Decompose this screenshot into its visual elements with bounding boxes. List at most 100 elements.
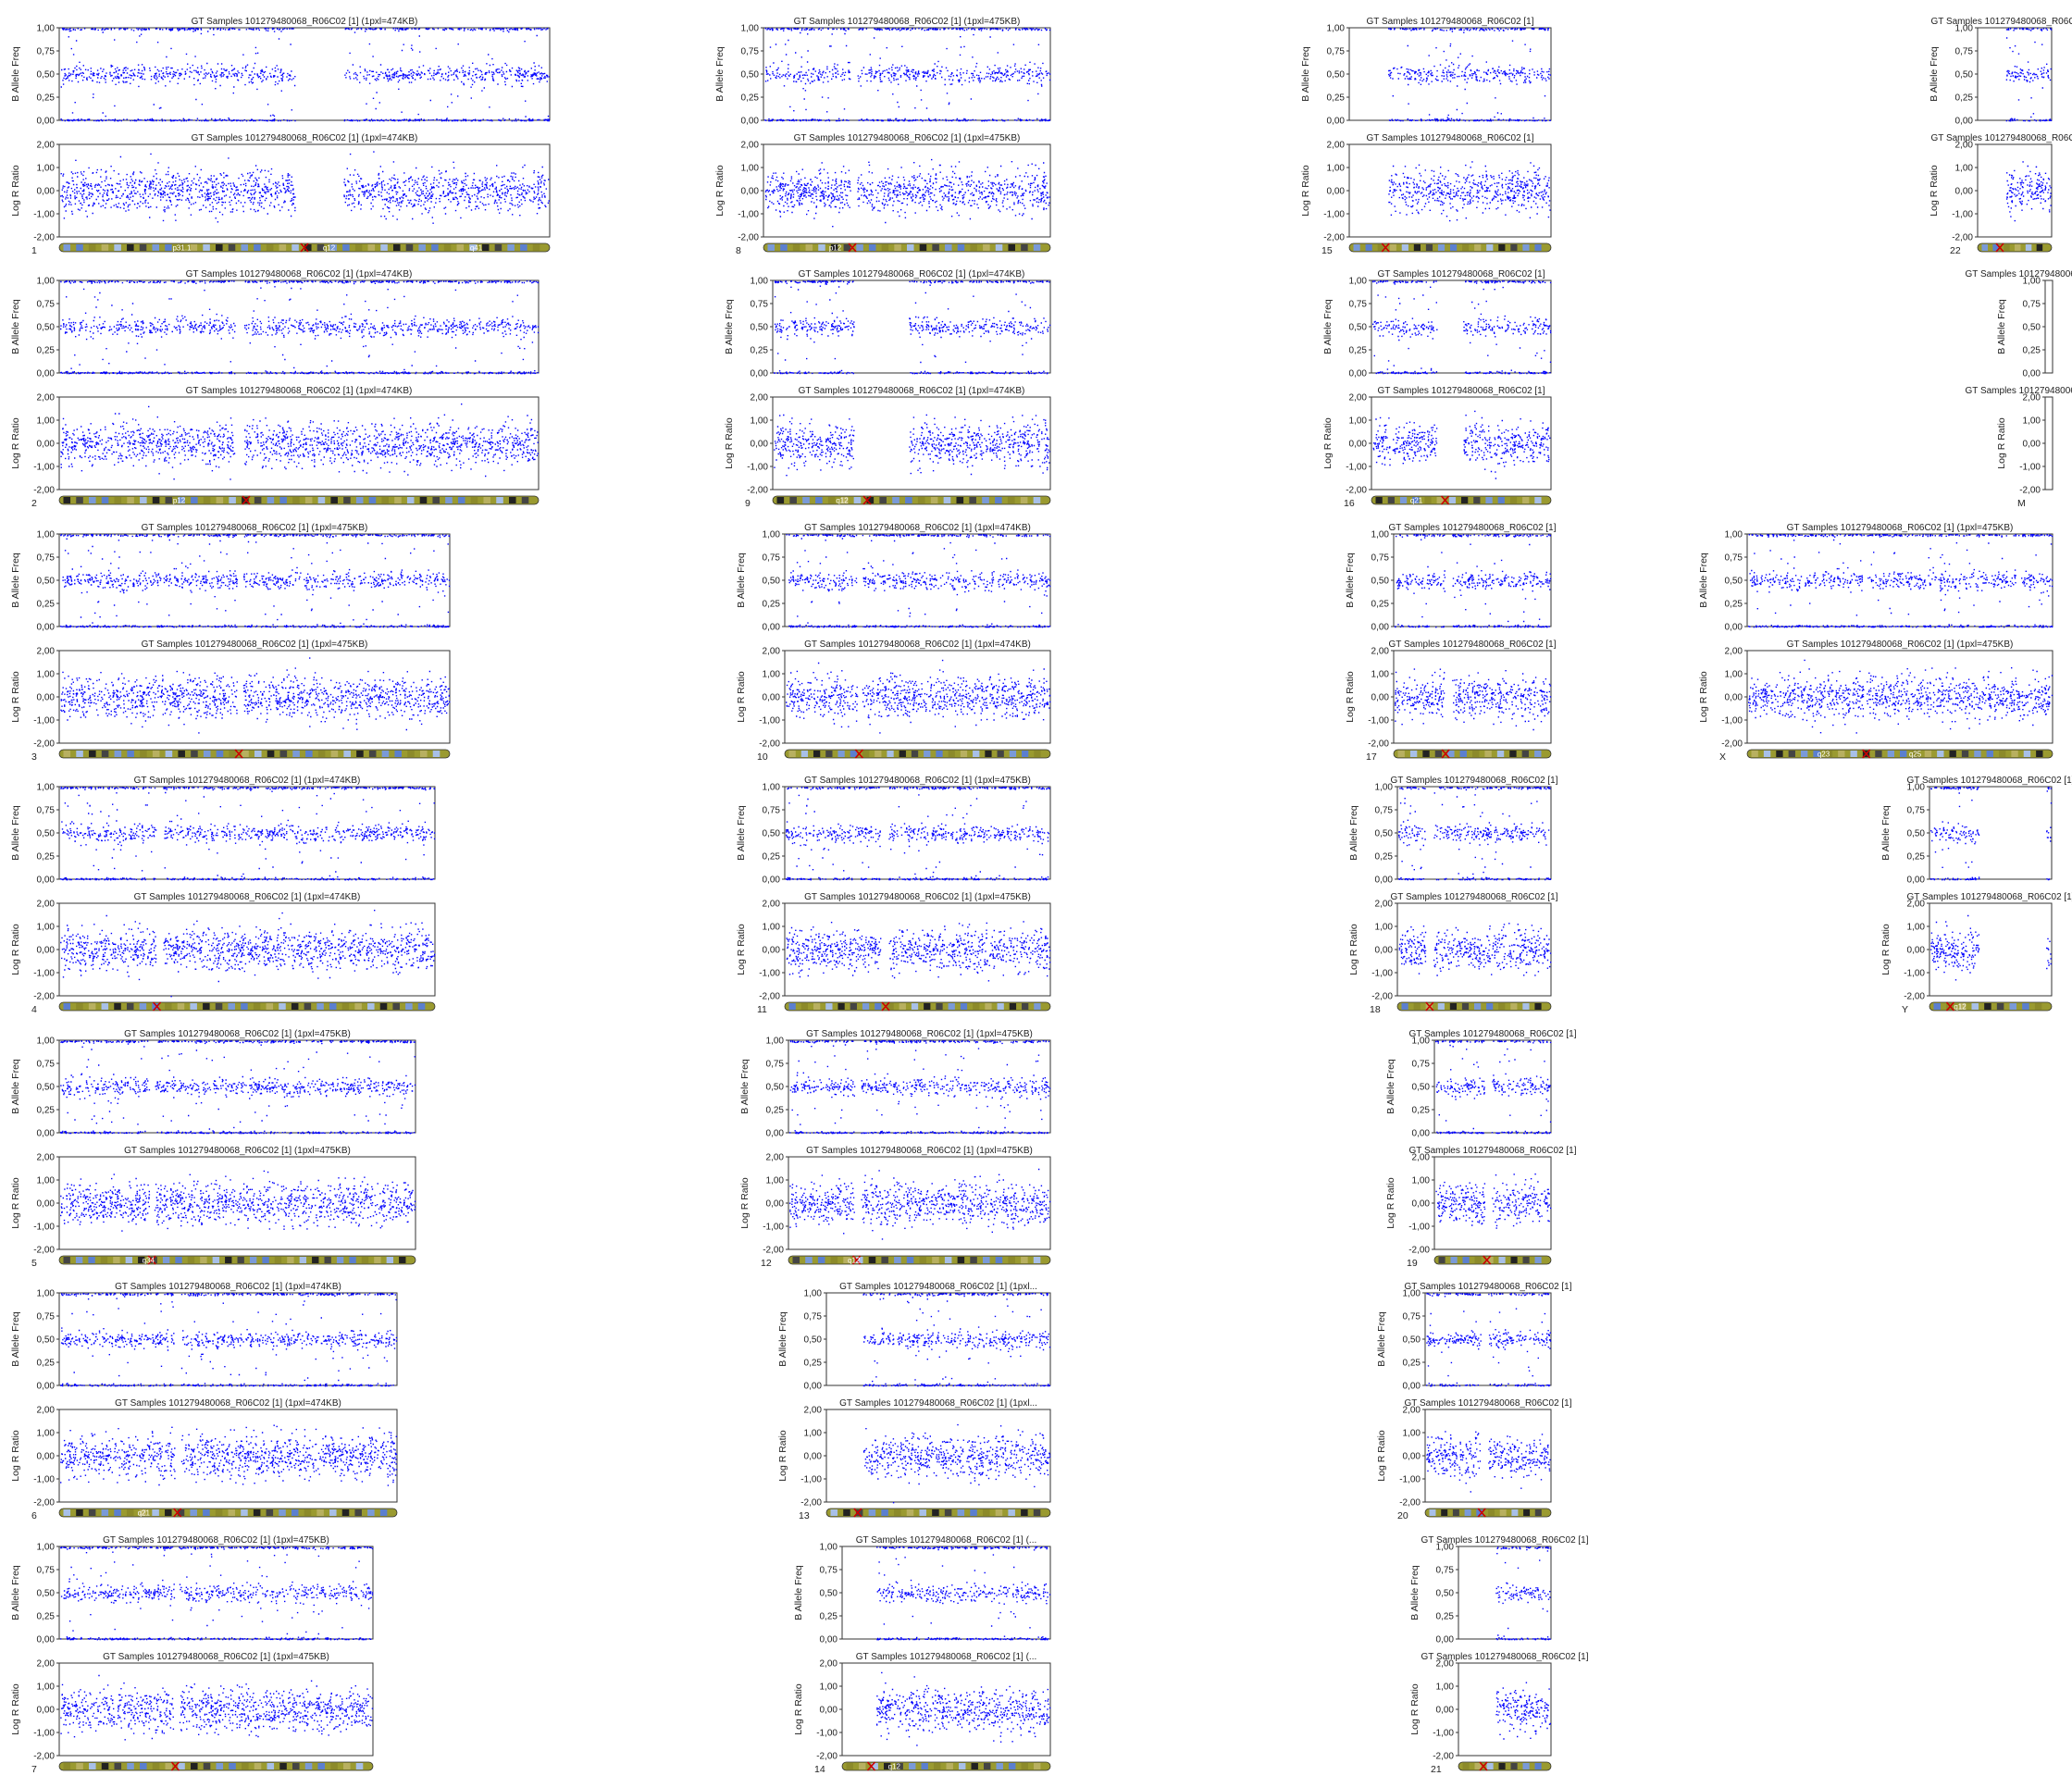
- ideogram-band: [1838, 751, 1845, 757]
- centromere: [1440, 495, 1450, 505]
- axis-label: B Allele Freq: [1322, 299, 1334, 354]
- ideogram-band: [267, 751, 275, 757]
- ideogram-band: [830, 1257, 838, 1263]
- tick-label: 2,00: [1371, 647, 1390, 657]
- lrr-panel-chr13: GT Samples 101279480068_R06C02 [1] (1pxl…: [777, 1398, 1051, 1509]
- ideogram-band: [1389, 244, 1396, 251]
- ideogram-band: [241, 1003, 248, 1010]
- panel-title: GT Samples 101279480068_R06C02 [1] (1pxl…: [124, 1029, 351, 1039]
- tick-label: -2,00: [33, 1498, 55, 1509]
- data-points: [2005, 28, 2053, 122]
- ideogram-band: [948, 751, 955, 757]
- tick-label: 1,00: [741, 164, 760, 174]
- tick-label: 0,50: [1955, 70, 1974, 81]
- ideogram-band: [330, 751, 339, 757]
- tick-label: 1,00: [763, 923, 781, 933]
- axis-label: Log R Ratio: [714, 165, 726, 217]
- axis-label: B Allele Freq: [1409, 1565, 1421, 1620]
- ideogram-band: [780, 244, 788, 251]
- tick-label: -2,00: [1904, 992, 1925, 1002]
- tick-label: -2,00: [759, 992, 780, 1002]
- ideogram-band: [1522, 1257, 1530, 1263]
- tick-label: 1,00: [1375, 783, 1394, 793]
- ideogram-band: [932, 244, 939, 251]
- ideogram-band: [1009, 1763, 1016, 1769]
- ideogram-band: [329, 1509, 337, 1516]
- ideogram-band: [127, 497, 134, 503]
- band-label: q12: [836, 497, 849, 505]
- lrr-panel-chr6: GT Samples 101279480068_R06C02 [1] (1pxl…: [10, 1398, 398, 1509]
- tick-label: 1,00: [1955, 24, 1974, 34]
- ideogram-band: [983, 1257, 990, 1263]
- ideogram-band: [1462, 1257, 1470, 1263]
- ideogram-band: [279, 497, 287, 503]
- ideogram-band: [868, 244, 876, 251]
- plot-frame: [1433, 1156, 1552, 1250]
- ideogram-band: [911, 751, 919, 757]
- ideogram-band: [292, 751, 300, 757]
- ideogram-band: [1486, 244, 1494, 251]
- ideogram-band: [279, 1003, 286, 1010]
- panel-title: GT Samples 101279480068_R06C02 [1] (1pxl…: [103, 1535, 329, 1546]
- panel-title: GT Samples 101279480068_R06C02 [1]: [1965, 386, 2072, 396]
- tick-label: -1,00: [800, 1475, 822, 1485]
- ideogram-band: [1788, 751, 1795, 757]
- tick-label: 1,00: [1349, 416, 1368, 427]
- ideogram-band: [866, 497, 875, 503]
- plot-frame: [1977, 143, 2053, 238]
- ideogram-band: [1387, 497, 1395, 503]
- ideogram-band: [825, 751, 833, 757]
- data-points: [2005, 161, 2052, 222]
- ideogram-band: [254, 751, 262, 757]
- axis-label: B Allele Freq: [10, 1059, 21, 1114]
- panel-title: GT Samples 101279480068_R06C02 [1]: [1366, 133, 1533, 143]
- ideogram-band: [788, 1003, 796, 1010]
- axis-label: Log R Ratio: [736, 671, 747, 723]
- ideogram-band: [228, 1509, 236, 1516]
- axis-label: B Allele Freq: [10, 1565, 21, 1620]
- ideogram-band: [343, 497, 351, 503]
- ideogram-chr2: 2 p12: [31, 495, 540, 509]
- ideogram-band: [89, 751, 96, 757]
- panel-title: GT Samples 101279480068_R06C02 [1] (1pxl…: [103, 1652, 329, 1662]
- ideogram-band: [1474, 1763, 1482, 1769]
- tick-label: 0,25: [766, 1106, 785, 1116]
- ideogram-band: [1534, 1509, 1542, 1516]
- ideogram-band: [1522, 244, 1530, 251]
- ideogram-band: [985, 1003, 992, 1010]
- ideogram-band: [948, 1003, 955, 1010]
- tick-label: 2,00: [1403, 1406, 1421, 1416]
- tick-label: 2,00: [37, 647, 56, 657]
- lrr-panel-chr22: GT Samples 101279480068_R06C02 [1] -2,00 -…: [1929, 133, 2072, 243]
- tick-label: 0,25: [1375, 852, 1394, 863]
- tick-label: 0,75: [763, 806, 781, 816]
- data-points: [1398, 787, 1551, 881]
- ideogram-band: [1020, 497, 1028, 503]
- plot-frame: [841, 1662, 1051, 1757]
- tick-label: 0,75: [820, 1566, 838, 1576]
- ideogram-band: [1450, 1257, 1458, 1263]
- ideogram-band: [930, 497, 938, 503]
- ideogram-band: [830, 244, 838, 251]
- centromere: [1425, 1001, 1434, 1012]
- ideogram-band: [1474, 244, 1482, 251]
- ideogram-band: [367, 1509, 375, 1516]
- ideogram-chr20: 20: [1397, 1508, 1552, 1521]
- ideogram-band: [1974, 751, 1981, 757]
- band-label: p31.1: [172, 244, 192, 253]
- ideogram-band: [140, 1763, 147, 1769]
- ideogram-band: [1447, 751, 1455, 757]
- ideogram-band: [381, 497, 389, 503]
- ideogram-band: [850, 751, 857, 757]
- chromosome-11: GT Samples 101279480068_R06C02 [1] (1pxl…: [736, 776, 1051, 1015]
- ideogram-band: [1397, 751, 1405, 757]
- ideogram-band: [354, 244, 363, 251]
- panel-title: GT Samples 101279480068_R06C02 [1] (1pxl…: [134, 776, 361, 786]
- ideogram-band: [63, 497, 71, 503]
- ideogram-band: [178, 497, 185, 503]
- ideogram-band: [2023, 751, 2031, 757]
- ideogram-band: [945, 244, 952, 251]
- ideogram-band: [936, 1003, 943, 1010]
- chromosome-8: GT Samples 101279480068_R06C02 [1] (1pxl…: [714, 17, 1051, 256]
- ideogram-band: [1474, 1003, 1482, 1010]
